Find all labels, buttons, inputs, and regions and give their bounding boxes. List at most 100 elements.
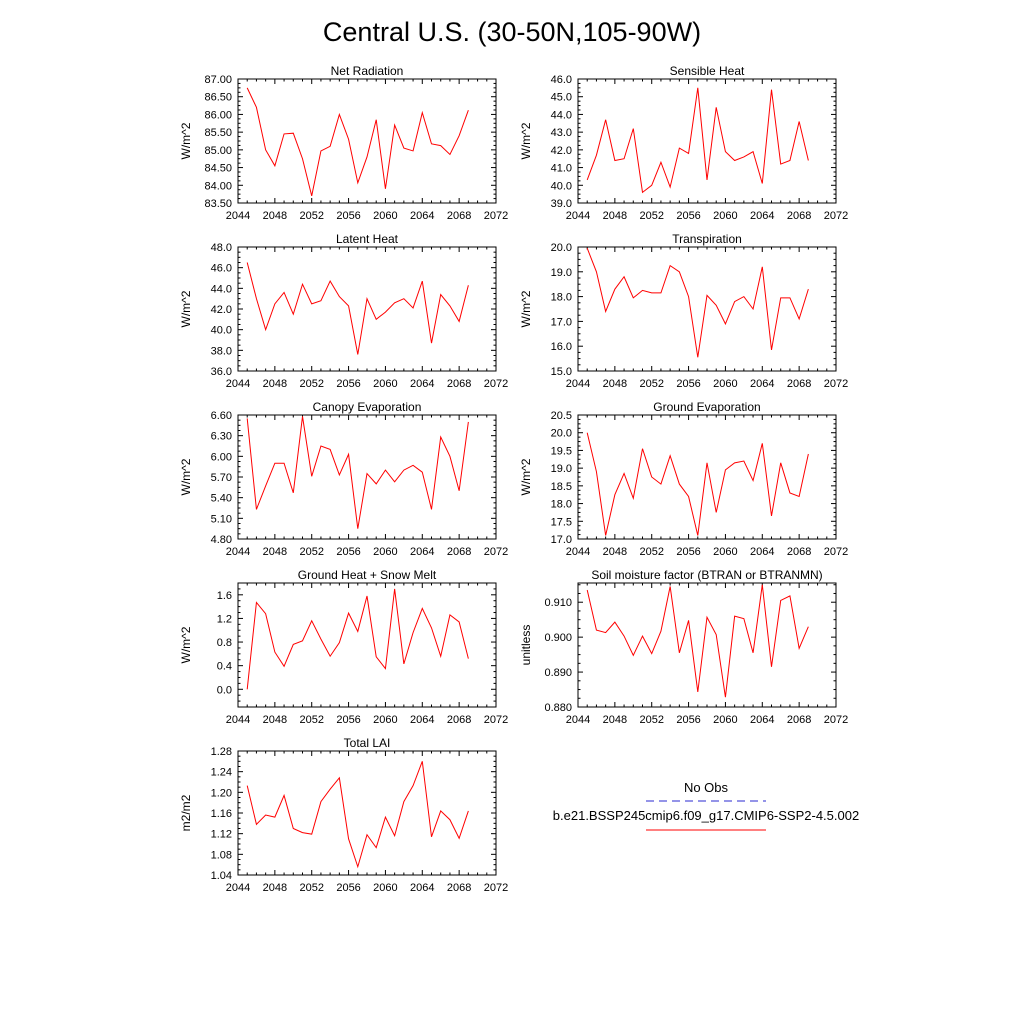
x-tick-label: 2052 [639,546,663,558]
y-tick-label: 1.04 [211,870,232,882]
y-tick-label: 45.0 [551,92,572,104]
panel-title: Canopy Evaporation [313,400,422,414]
panel-title: Latent Heat [336,232,399,246]
x-tick-label: 2056 [676,714,700,726]
y-tick-label: 48.0 [211,242,232,254]
legend-case-label: b.e21.BSSP245cmip6.f09_g17.CMIP6-SSP2-4.… [553,808,859,823]
x-tick-label: 2044 [226,378,250,390]
x-tick-label: 2048 [263,882,287,894]
y-tick-label: 38.0 [211,345,232,357]
panel-title: Ground Heat + Snow Melt [298,568,437,582]
y-tick-label: 40.0 [211,325,232,337]
y-tick-label: 1.20 [211,787,232,799]
x-tick-label: 2060 [373,378,397,390]
x-tick-label: 2056 [336,546,360,558]
panel-soil-moisture-factor-btran-or-btranmn: Soil moisture factor (BTRAN or BTRANMN) u… [519,568,848,726]
y-tick-label: 20.5 [551,410,572,422]
x-tick-label: 2064 [410,714,434,726]
x-tick-label: 2060 [713,546,737,558]
panel-ground-heat-snow-melt: Ground Heat + Snow Melt W/m^2 2044 2048 2052… [179,568,508,726]
y-tick-label: 15.0 [551,366,572,378]
y-tick-label: 0.900 [544,632,572,644]
panels-group: Net Radiation W/m^2 2044 2048 2052 2056 2060 20… [179,64,848,894]
x-tick-label: 2052 [299,714,323,726]
y-tick-label: 84.50 [204,163,232,175]
x-tick-label: 2072 [484,210,508,222]
y-axis-label: W/m^2 [179,122,193,159]
x-tick-label: 2044 [566,546,590,558]
x-tick-label: 2044 [226,882,250,894]
x-tick-label: 2048 [603,714,627,726]
y-tick-label: 43.0 [551,127,572,139]
x-tick-label: 2048 [603,378,627,390]
series-line-sensible-heat [586,87,809,194]
y-tick-label: 44.0 [211,283,232,295]
plot-frame [577,414,837,540]
x-tick-label: 2068 [447,378,471,390]
panel-title: Ground Evaporation [653,400,760,414]
panel-latent-heat: Latent Heat W/m^2 2044 2048 2052 2056 2060 2064… [179,232,508,390]
y-tick-label: 19.0 [551,463,572,475]
y-tick-label: 0.0 [217,684,232,696]
legend: No Obs b.e21.BSSP245cmip6.f09_g17.CMIP6-… [553,780,859,831]
x-tick-label: 2068 [447,714,471,726]
x-tick-label: 2056 [336,378,360,390]
y-tick-label: 4.80 [211,534,232,546]
panel-total-lai: Total LAI m2/m2 2044 2048 2052 2056 2060 2064 20… [179,736,508,894]
y-tick-label: 5.10 [211,513,232,525]
y-tick-label: 16.0 [551,341,572,353]
figure-title: Central U.S. (30-50N,105-90W) [323,17,701,47]
panel-title: Transpiration [672,232,742,246]
x-tick-label: 2068 [447,546,471,558]
y-tick-label: 5.40 [211,493,232,505]
x-tick-label: 2052 [639,378,663,390]
y-axis-label: unitless [519,625,533,666]
panel-title: Total LAI [344,736,391,750]
y-tick-label: 17.0 [551,316,572,328]
x-tick-label: 2072 [484,546,508,558]
x-tick-label: 2064 [750,378,774,390]
panel-canopy-evaporation: Canopy Evaporation W/m^2 2044 2048 2052 2056 2… [179,400,508,558]
x-tick-label: 2068 [787,714,811,726]
x-tick-label: 2056 [676,210,700,222]
series-line-latent-heat [246,262,469,355]
x-tick-label: 2060 [713,210,737,222]
x-tick-label: 2064 [410,210,434,222]
y-tick-label: 39.0 [551,198,572,210]
y-tick-label: 84.00 [204,180,232,192]
plot-frame [237,582,497,708]
legend-obs-label: No Obs [684,780,729,795]
x-tick-label: 2068 [787,210,811,222]
y-tick-label: 20.0 [551,428,572,440]
y-tick-label: 42.0 [551,145,572,157]
y-tick-label: 46.0 [551,74,572,86]
y-tick-label: 42.0 [211,304,232,316]
x-tick-label: 2044 [226,714,250,726]
y-tick-label: 1.24 [211,767,232,779]
x-tick-label: 2056 [676,378,700,390]
y-tick-label: 0.890 [544,667,572,679]
x-tick-label: 2048 [263,714,287,726]
y-tick-label: 6.60 [211,410,232,422]
x-tick-label: 2044 [566,714,590,726]
x-tick-label: 2064 [750,546,774,558]
x-tick-label: 2052 [299,546,323,558]
x-tick-label: 2044 [226,546,250,558]
y-tick-label: 1.28 [211,746,232,758]
panel-ground-evaporation: Ground Evaporation W/m^2 2044 2048 2052 2056 2… [519,400,848,558]
x-tick-label: 2048 [603,546,627,558]
series-line-canopy-evaporation [246,416,469,529]
panel-transpiration: Transpiration W/m^2 2044 2048 2052 2056 2060 20… [519,232,848,390]
x-tick-label: 2068 [447,882,471,894]
x-tick-label: 2048 [263,546,287,558]
series-line-total-lai [246,761,469,869]
x-tick-label: 2072 [824,546,848,558]
x-tick-label: 2072 [484,714,508,726]
plot-frame [237,414,497,540]
y-axis-label: W/m^2 [519,122,533,159]
y-tick-label: 1.08 [211,849,232,861]
y-axis-label: W/m^2 [179,290,193,327]
y-axis-label: W/m^2 [179,626,193,663]
plot-frame [237,246,497,372]
x-tick-label: 2072 [824,714,848,726]
